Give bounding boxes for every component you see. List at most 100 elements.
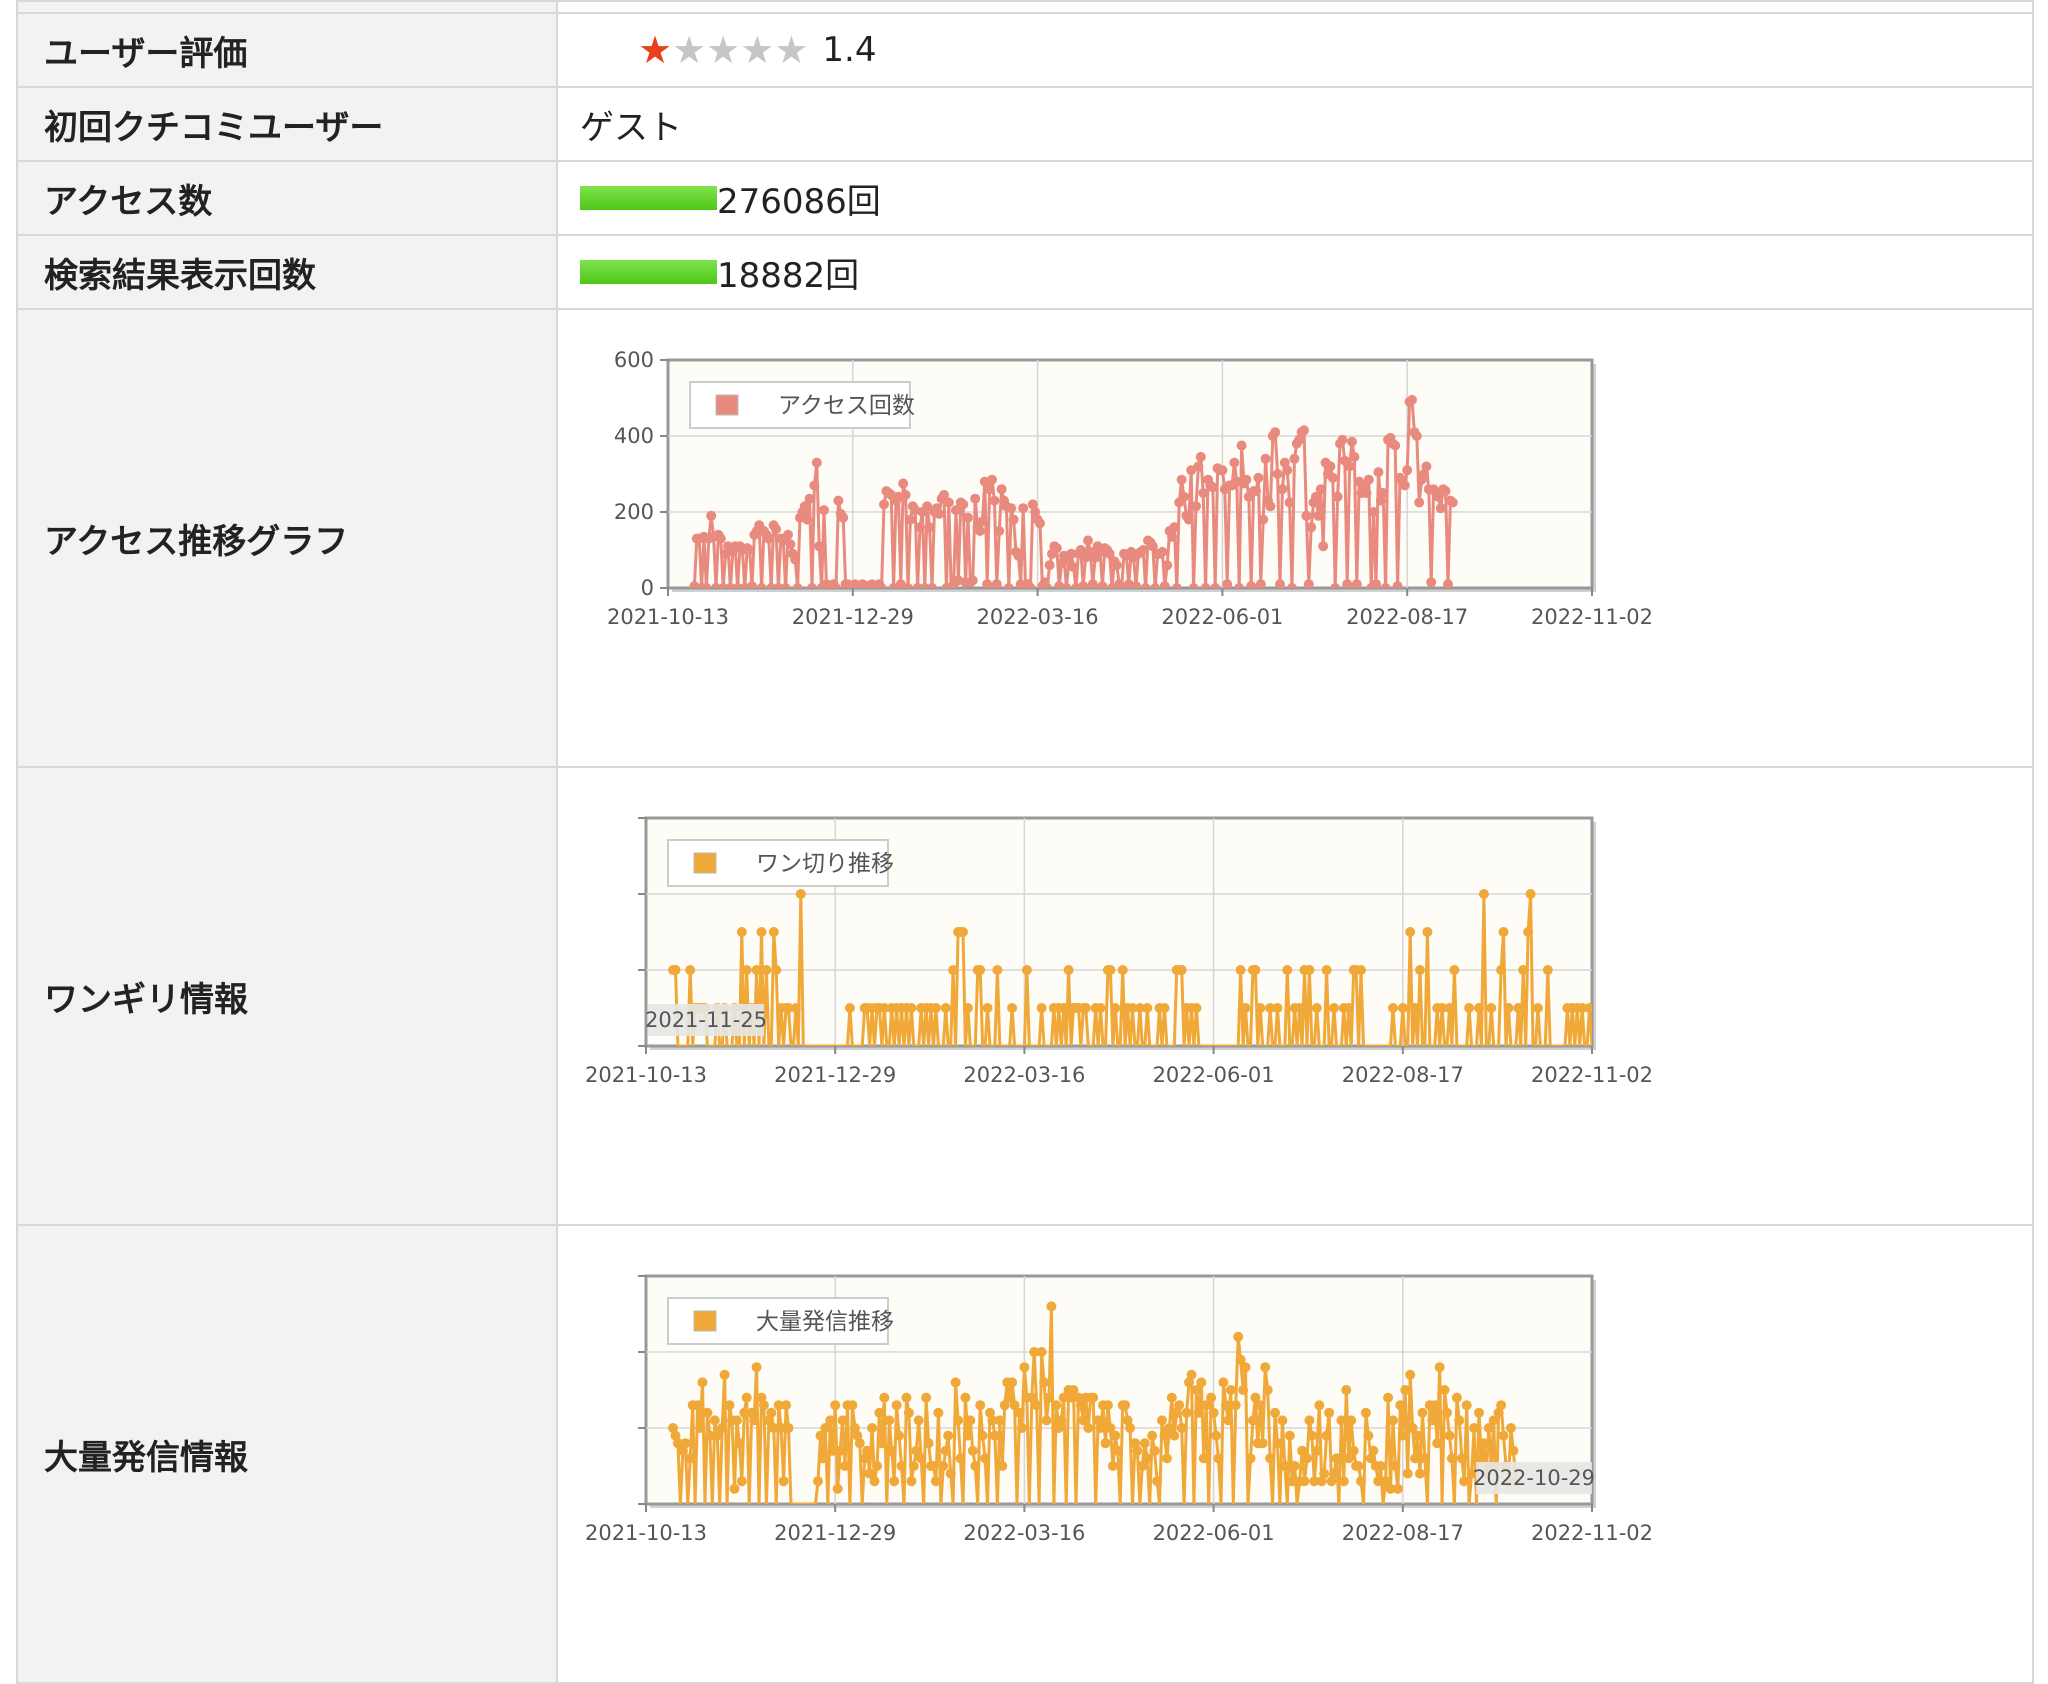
data-point bbox=[1051, 543, 1062, 554]
data-point bbox=[1294, 434, 1305, 445]
data-point bbox=[1279, 1461, 1290, 1471]
legend-swatch bbox=[693, 1310, 717, 1332]
data-point bbox=[1316, 1476, 1327, 1487]
data-point bbox=[1279, 457, 1290, 468]
legend-label: アクセス回数 bbox=[778, 393, 915, 419]
data-point bbox=[758, 1400, 769, 1411]
access-cell: 276086回 bbox=[556, 160, 2034, 236]
data-point bbox=[1411, 431, 1422, 441]
data-point bbox=[1140, 583, 1151, 588]
data-point bbox=[943, 1430, 954, 1441]
data-point bbox=[833, 495, 844, 506]
data-point bbox=[1275, 579, 1285, 588]
data-point bbox=[1161, 1453, 1172, 1464]
data-point bbox=[1152, 1476, 1163, 1487]
data-point bbox=[1213, 1453, 1224, 1464]
data-point bbox=[989, 1430, 1000, 1441]
data-point bbox=[712, 1430, 723, 1441]
data-point bbox=[1584, 1003, 1592, 1013]
table-row-access-graph: アクセス推移グラフ 2021-10-13 2021-12-29 2022-03-16… bbox=[16, 308, 2034, 768]
data-point bbox=[1083, 535, 1093, 546]
one-ring-cell: 2021-10-13 2021-12-29 2022-03-16 2022-06-01… bbox=[556, 766, 2034, 1226]
data-point bbox=[1343, 1003, 1354, 1013]
data-point bbox=[715, 533, 726, 544]
data-point bbox=[1208, 1407, 1219, 1418]
data-point bbox=[1147, 541, 1158, 552]
data-point bbox=[1331, 1453, 1342, 1464]
data-point bbox=[844, 1003, 855, 1013]
data-point bbox=[1277, 484, 1288, 495]
data-point bbox=[1392, 1483, 1403, 1494]
table-row-rating: ユーザー評価 ★ ★ ★ ★ ★ 1.4 bbox=[16, 12, 2034, 88]
data-point bbox=[751, 965, 762, 975]
data-point bbox=[827, 1445, 838, 1456]
data-point bbox=[1006, 503, 1017, 514]
data-point bbox=[1346, 1415, 1357, 1426]
first-user-value: ゲスト bbox=[556, 86, 2034, 162]
data-point bbox=[1058, 1392, 1069, 1403]
data-point bbox=[1078, 1415, 1089, 1426]
data-point bbox=[1073, 1392, 1084, 1403]
data-point bbox=[1066, 548, 1077, 559]
data-point bbox=[1417, 1407, 1428, 1418]
data-point bbox=[1188, 583, 1199, 588]
table-row-search: 検索結果表示回数 18882回 bbox=[16, 234, 2034, 310]
y-tick-label: 200 bbox=[614, 500, 654, 524]
data-point bbox=[1142, 1003, 1153, 1013]
data-point bbox=[776, 1423, 787, 1433]
data-point bbox=[1523, 927, 1534, 937]
data-point bbox=[1478, 889, 1489, 899]
data-point bbox=[706, 510, 717, 521]
data-point bbox=[965, 1415, 976, 1426]
data-point bbox=[970, 493, 981, 504]
data-point bbox=[906, 1476, 917, 1487]
data-point bbox=[967, 575, 978, 586]
data-point bbox=[1363, 1430, 1374, 1441]
data-point bbox=[1303, 579, 1314, 588]
access-chart: 2021-10-13 2021-12-29 2022-03-16 2022-06-01… bbox=[607, 348, 1653, 629]
data-point bbox=[1356, 1476, 1366, 1487]
data-point bbox=[950, 1377, 961, 1388]
data-point bbox=[1289, 453, 1300, 464]
data-point bbox=[837, 1415, 848, 1426]
data-point bbox=[1442, 1407, 1452, 1418]
data-point bbox=[744, 545, 755, 555]
y-tick-label: 0 bbox=[641, 576, 654, 600]
data-point bbox=[939, 489, 949, 500]
data-point bbox=[1260, 453, 1271, 464]
data-point bbox=[911, 1445, 922, 1456]
data-point bbox=[864, 1468, 875, 1479]
data-point bbox=[849, 1423, 860, 1433]
data-point bbox=[970, 1461, 981, 1471]
data-point bbox=[704, 1430, 715, 1441]
data-point bbox=[1258, 514, 1269, 525]
data-point bbox=[1147, 1430, 1158, 1441]
data-point bbox=[953, 1415, 964, 1426]
data-point bbox=[1068, 562, 1079, 573]
data-point bbox=[1210, 583, 1221, 588]
data-point bbox=[1207, 482, 1218, 493]
data-point bbox=[984, 484, 995, 495]
data-point bbox=[1338, 1476, 1349, 1487]
data-point bbox=[940, 1445, 951, 1456]
data-point bbox=[1105, 1423, 1116, 1433]
data-point bbox=[1294, 1003, 1305, 1013]
data-point bbox=[1488, 1415, 1499, 1426]
data-point bbox=[879, 1392, 890, 1403]
data-point bbox=[1265, 1453, 1276, 1464]
data-point bbox=[1183, 514, 1194, 525]
data-point bbox=[1272, 469, 1283, 479]
data-point bbox=[1036, 1347, 1047, 1357]
data-point bbox=[761, 965, 772, 975]
data-point bbox=[982, 1003, 993, 1013]
data-point bbox=[1041, 1415, 1052, 1426]
x-tick-label: 2021-10-13 bbox=[607, 605, 729, 629]
data-point bbox=[1132, 1445, 1143, 1456]
data-point bbox=[729, 1483, 740, 1494]
data-point bbox=[987, 1415, 998, 1426]
table-row-access: アクセス数 276086回 bbox=[16, 160, 2034, 236]
data-point bbox=[1378, 488, 1389, 498]
data-point bbox=[783, 529, 793, 540]
data-point bbox=[1306, 522, 1317, 533]
data-point bbox=[913, 1415, 924, 1426]
